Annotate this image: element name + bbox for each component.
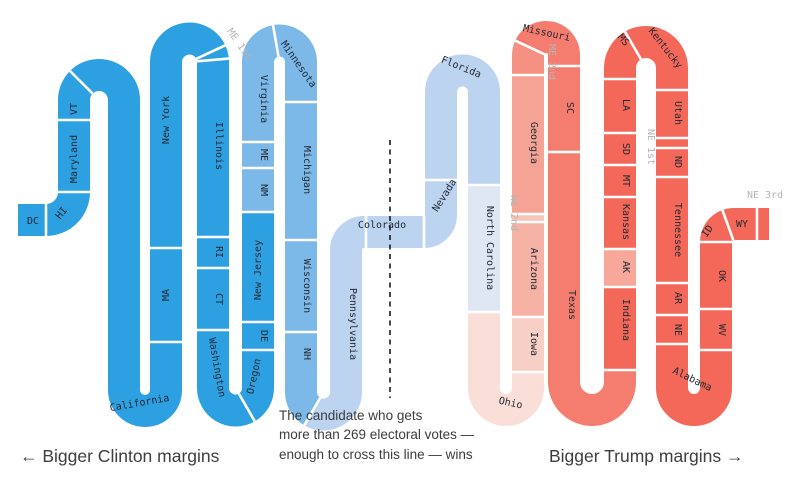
- segment-missouri: [515, 21, 580, 66]
- label-me-2nd: ME 2nd: [546, 44, 557, 80]
- label-mt: MT: [620, 175, 631, 187]
- segment-alabama: [656, 344, 732, 426]
- label-ct: CT: [213, 293, 224, 305]
- segment-new-york: [150, 22, 226, 248]
- label-kansas: Kansas: [620, 204, 631, 240]
- divider: [623, 30, 643, 60]
- label-nh: NH: [301, 348, 312, 360]
- divider: [196, 57, 229, 63]
- label-wy: WY: [736, 219, 748, 230]
- label-arizona: Arizona: [528, 248, 539, 290]
- segment-ms: [604, 31, 642, 79]
- segment-florida: [425, 54, 500, 185]
- label-virginia: Virginia: [258, 75, 269, 123]
- label-ne-1st: NE 1st: [645, 129, 656, 165]
- segment-vt: [58, 71, 94, 120]
- label-utah: Utah: [672, 101, 683, 125]
- label-pennsylvania: Pennsylvania: [347, 288, 358, 360]
- label-ne-2nd: NE 2nd: [508, 195, 519, 231]
- segment-kentucky: [625, 26, 688, 90]
- segment-pennsylvania: [304, 216, 366, 431]
- label-indiana: Indiana: [620, 299, 631, 341]
- label-ma: MA: [161, 289, 172, 301]
- label-sc: SC: [564, 102, 575, 114]
- label-la: LA: [620, 99, 631, 111]
- label-illinois: Illinois: [213, 122, 224, 170]
- segment-nh: [285, 332, 322, 426]
- segment-oregon: [237, 350, 274, 422]
- label-dc: DC: [27, 216, 39, 227]
- label-ri: RI: [213, 246, 224, 258]
- segment-hi: [44, 190, 90, 236]
- divider: [514, 39, 545, 56]
- label-me: ME: [258, 149, 269, 161]
- label-de: DE: [258, 330, 269, 342]
- label-ar: AR: [672, 292, 683, 305]
- label-texas: Texas: [566, 290, 577, 320]
- segment-ohio: [468, 312, 544, 426]
- label-nm: NM: [258, 184, 269, 196]
- label-michigan: Michigan: [301, 146, 312, 194]
- label-nd: ND: [672, 156, 683, 168]
- label-iowa: Iowa: [528, 332, 539, 356]
- clinton-margin-axis-label: ← Bigger Clinton margins: [20, 446, 220, 466]
- trump-margin-axis-label: Bigger Trump margins →: [549, 446, 744, 466]
- divider: [195, 44, 226, 60]
- segment-california: [70, 59, 182, 427]
- label-ohio: Ohio: [498, 396, 524, 412]
- segment-nevada: [422, 180, 457, 248]
- label-maryland: Maryland: [69, 135, 80, 183]
- segment-dividers: [44, 24, 759, 426]
- label-vt: VT: [69, 103, 80, 115]
- divider: [303, 396, 322, 426]
- label-north-carolina: North Carolina: [484, 206, 495, 290]
- segment-texas: [548, 152, 636, 426]
- divider: [237, 392, 256, 422]
- label-sd: SD: [620, 143, 631, 155]
- divider: [69, 70, 94, 95]
- segment-me-2nd: [512, 40, 545, 75]
- segment-virginia: [242, 25, 280, 142]
- threshold-note: The candidate who gets more than 269 ele…: [279, 408, 475, 462]
- label-ne-3rd: NE 3rd: [747, 190, 783, 201]
- label-ok: OK: [716, 270, 727, 282]
- label-wv: WV: [716, 324, 727, 336]
- label-ak: AK: [620, 261, 631, 273]
- label-new-jersey: New Jersey: [253, 240, 264, 300]
- segment-id: [700, 210, 735, 244]
- divider: [271, 24, 280, 57]
- segments: [18, 21, 769, 431]
- label-ne: NE: [672, 324, 683, 336]
- divider: [721, 209, 735, 241]
- segment-minnesota: [273, 24, 317, 102]
- segment-washington: [197, 330, 255, 427]
- label-colorado: Colorado: [358, 220, 406, 231]
- label-new-york: New York: [161, 96, 172, 144]
- label-tennessee: Tennessee: [672, 203, 683, 257]
- label-wisconsin: Wisconsin: [301, 259, 312, 313]
- label-georgia: Georgia: [528, 122, 539, 164]
